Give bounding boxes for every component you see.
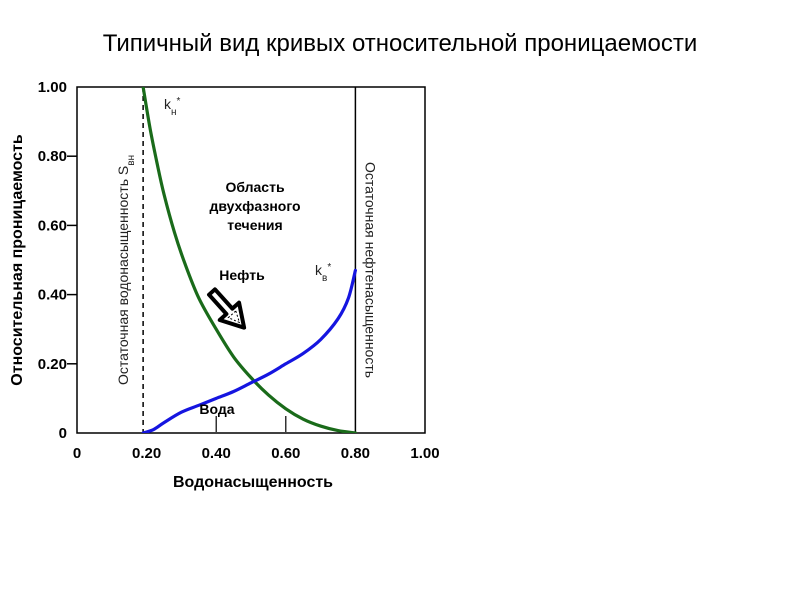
x-tick-label: 1.00 bbox=[410, 445, 439, 462]
y-tick-label: 0.60 bbox=[38, 217, 67, 234]
oil-curve-label-subscript: н bbox=[171, 107, 177, 118]
y-axis: 0 0.20 0.40 0.60 0.80 1.00 bbox=[38, 79, 77, 442]
x-tick-label: 0.60 bbox=[271, 445, 300, 462]
y-axis-title: Относительная проницаемость bbox=[9, 134, 26, 386]
water-curve-label-subscript: в bbox=[322, 273, 327, 284]
y-tick-label: 0.40 bbox=[38, 287, 67, 304]
y-tick-label: 1.00 bbox=[38, 79, 67, 96]
flow-arrow-shape bbox=[207, 287, 247, 330]
x-axis: 0 0.20 0.40 0.60 0.80 1.00 bbox=[73, 416, 440, 462]
y-tick-label: 0.80 bbox=[38, 148, 67, 165]
x-tick-label: 0 bbox=[73, 445, 81, 462]
x-tick-label: 0.80 bbox=[341, 445, 370, 462]
region-label-line: двухфазного bbox=[209, 198, 300, 214]
chart-title: Типичный вид кривых относительной прониц… bbox=[102, 30, 698, 57]
x-tick-label: 0.40 bbox=[202, 445, 231, 462]
oil-note: Нефть bbox=[219, 267, 265, 283]
water-curve bbox=[141, 268, 357, 433]
flow-arrow-icon bbox=[207, 287, 247, 330]
residual-water-subscript: вн bbox=[126, 155, 137, 166]
x-axis-title: Водонасыщенность bbox=[173, 474, 333, 491]
residual-oil-label: Остаточная нефтенасыщенность bbox=[362, 162, 378, 378]
flow-arrow-inner bbox=[227, 310, 241, 324]
y-tick-label: 0 bbox=[59, 425, 67, 442]
water-curve-label-superscript: * bbox=[327, 262, 331, 273]
water-note: Вода bbox=[199, 401, 234, 417]
oil-curve bbox=[141, 87, 357, 433]
y-tick-label: 0.20 bbox=[38, 356, 67, 373]
region-label-line: Область bbox=[225, 179, 285, 195]
curves bbox=[141, 87, 357, 433]
region-label-line: течения bbox=[227, 217, 282, 233]
oil-curve-label-superscript: * bbox=[177, 96, 181, 107]
x-tick-label: 0.20 bbox=[132, 445, 161, 462]
